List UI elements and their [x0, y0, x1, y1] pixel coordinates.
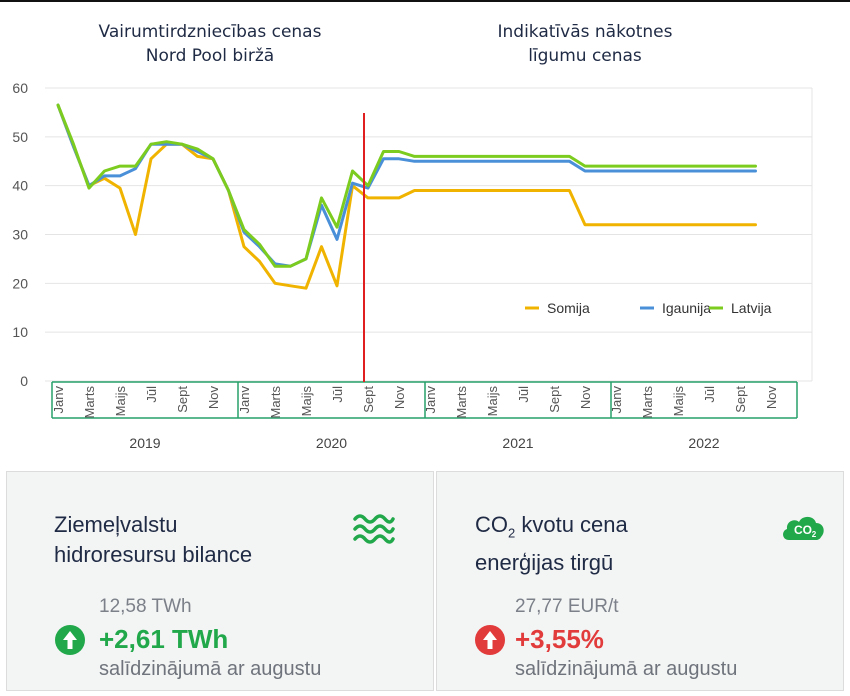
header-wholesale: Vairumtirdzniecības cenas Nord Pool birž… — [98, 22, 322, 66]
hydro-comparison-note: salīdzinājumā ar augustu — [99, 658, 322, 680]
chart-legend: Somija Igaunija Latvija — [525, 300, 772, 316]
x-tick-label: Maijs — [113, 386, 128, 417]
x-tick-label: Nov — [764, 386, 779, 410]
hydro-panel-title: Ziemeļvalstu hidroresursu bilance — [54, 512, 253, 567]
x-tick-label: Sept — [361, 386, 376, 413]
chart-series — [56, 103, 757, 382]
x-tick-label: Nov — [206, 386, 221, 410]
co2-comparison-note: salīdzinājumā ar augustu — [515, 658, 738, 680]
x-tick-label: Marts — [268, 386, 283, 419]
hydro-base-value: 12,58 TWh — [99, 596, 192, 617]
x-tick-label: Jūl — [516, 386, 531, 403]
x-tick-label: Jūl — [330, 386, 345, 403]
x-tick-label: Nov — [578, 386, 593, 410]
x-tick-label: Sept — [547, 386, 562, 413]
series-line-somija — [56, 103, 757, 290]
co2-panel-title: CO2 kvotu cena enerģijas tirgū — [475, 512, 628, 576]
co2-price-panel: CO2 kvotu cena enerģijas tirgū CO 2 27,77… — [436, 471, 844, 691]
top-border — [0, 0, 850, 2]
x-tick-label: Janv — [609, 386, 624, 414]
legend-label-igaunija: Igaunija — [662, 300, 711, 316]
x-tick-label: Marts — [640, 386, 655, 419]
legend-label-somija: Somija — [547, 300, 590, 316]
series-line-latvija — [56, 103, 757, 268]
x-axis: Janv Marts Maijs Jūl Sept Nov Janv Marts Maijs Jū… — [51, 381, 798, 451]
hydro-balance-panel: Ziemeļvalstu hidroresursu bilance 12,58 … — [6, 471, 434, 691]
y-tick-label: 30 — [12, 227, 28, 243]
y-tick-label: 60 — [12, 80, 28, 96]
x-tick-label: Jūl — [702, 386, 717, 403]
y-tick-label: 50 — [12, 129, 28, 145]
x-tick-label: Jūl — [144, 386, 159, 403]
x-tick-label: Janv — [51, 386, 66, 414]
y-axis-ticks: 0 10 20 30 40 50 60 — [12, 80, 28, 389]
x-tick-label: Maijs — [485, 386, 500, 417]
header-futures: Indikatīvās nākotnes līgumu cenas — [497, 22, 673, 66]
svg-text:CO: CO — [794, 523, 812, 537]
arrow-up-icon — [55, 625, 85, 655]
year-label: 2022 — [688, 435, 719, 451]
x-tick-label: Janv — [237, 386, 252, 414]
x-tick-label: Maijs — [299, 386, 314, 417]
co2-base-value: 27,77 EUR/t — [515, 596, 619, 617]
x-tick-label: Maijs — [671, 386, 686, 417]
co2-cloud-icon: CO 2 — [779, 512, 827, 544]
legend-label-latvija: Latvija — [731, 300, 772, 316]
x-tick-label: Marts — [82, 386, 97, 419]
x-tick-label: Marts — [454, 386, 469, 419]
x-tick-label: Janv — [423, 386, 438, 414]
year-label: 2019 — [129, 435, 160, 451]
co2-change-value: +3,55% — [515, 624, 604, 654]
x-tick-label: Sept — [175, 386, 190, 413]
year-label: 2021 — [502, 435, 533, 451]
svg-text:2: 2 — [812, 530, 817, 539]
y-tick-label: 0 — [20, 373, 28, 389]
x-tick-label: Sept — [733, 386, 748, 413]
hydro-change-value: +2,61 TWh — [99, 624, 229, 654]
arrow-up-icon — [475, 625, 505, 655]
year-label: 2020 — [316, 435, 347, 451]
waves-icon — [353, 512, 395, 546]
y-tick-label: 10 — [12, 324, 28, 340]
chart-grid — [45, 87, 813, 382]
y-tick-label: 20 — [12, 275, 28, 291]
y-tick-label: 40 — [12, 178, 28, 194]
x-tick-label: Nov — [392, 386, 407, 410]
